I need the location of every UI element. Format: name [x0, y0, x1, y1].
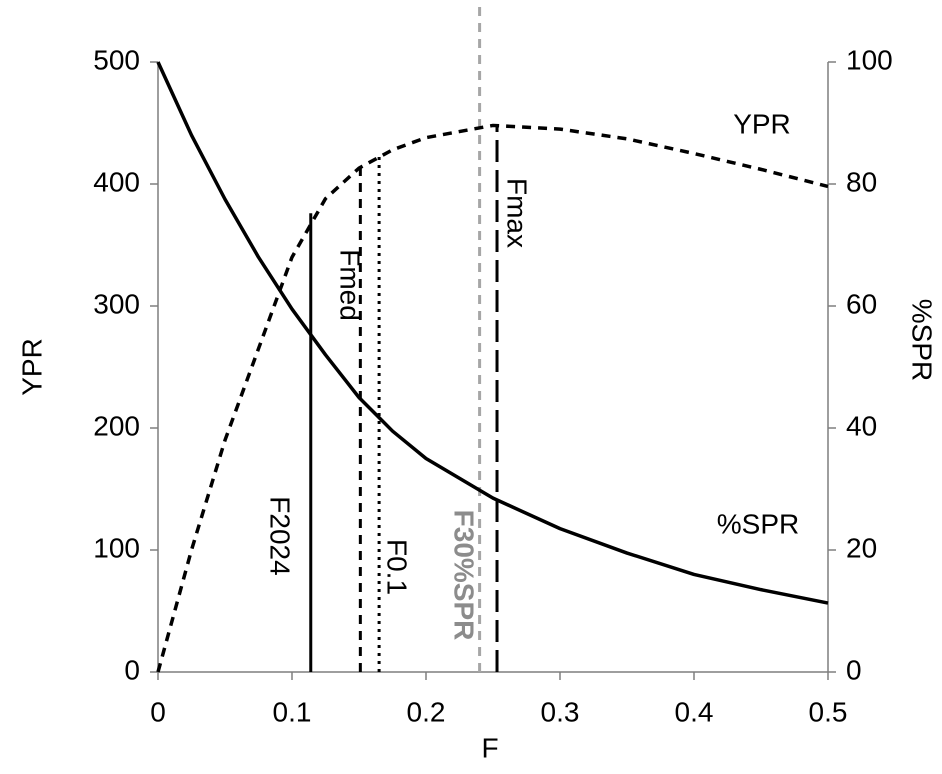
y-tick-label: 0	[124, 654, 140, 685]
y-tick-label: 400	[93, 166, 140, 197]
reference-label: F0.1	[382, 539, 413, 595]
x-tick-label: 0.5	[809, 696, 848, 727]
y2-tick-label: 40	[846, 410, 877, 441]
x-tick-label: 0.4	[675, 696, 714, 727]
x-axis-title: F	[481, 732, 498, 763]
line-series	[156, 123, 829, 673]
y2-tick-label: 0	[846, 654, 862, 685]
x-tick-label: 0.1	[273, 696, 312, 727]
y2-tick-label: 60	[846, 288, 877, 319]
line-series	[156, 61, 829, 605]
reference-label: Fmax	[502, 178, 533, 248]
series-label: YPR	[733, 108, 791, 139]
y2-axis-title: %SPR	[907, 299, 938, 381]
y-tick-label: 200	[93, 410, 140, 441]
y-tick-label: 500	[93, 44, 140, 75]
y-tick-label: 100	[93, 532, 140, 563]
series-label: %SPR	[717, 508, 799, 539]
y2-tick-label: 100	[846, 44, 893, 75]
x-tick-label: 0.2	[407, 696, 446, 727]
x-tick-label: 0	[150, 696, 166, 727]
y2-tick-label: 20	[846, 532, 877, 563]
reference-label: F30%SPR	[449, 510, 480, 641]
y-axis-title: YPR	[16, 338, 47, 396]
x-tick-label: 0.3	[541, 696, 580, 727]
y-tick-label: 300	[93, 288, 140, 319]
y2-tick-label: 80	[846, 166, 877, 197]
reference-label: F2024	[265, 496, 296, 575]
